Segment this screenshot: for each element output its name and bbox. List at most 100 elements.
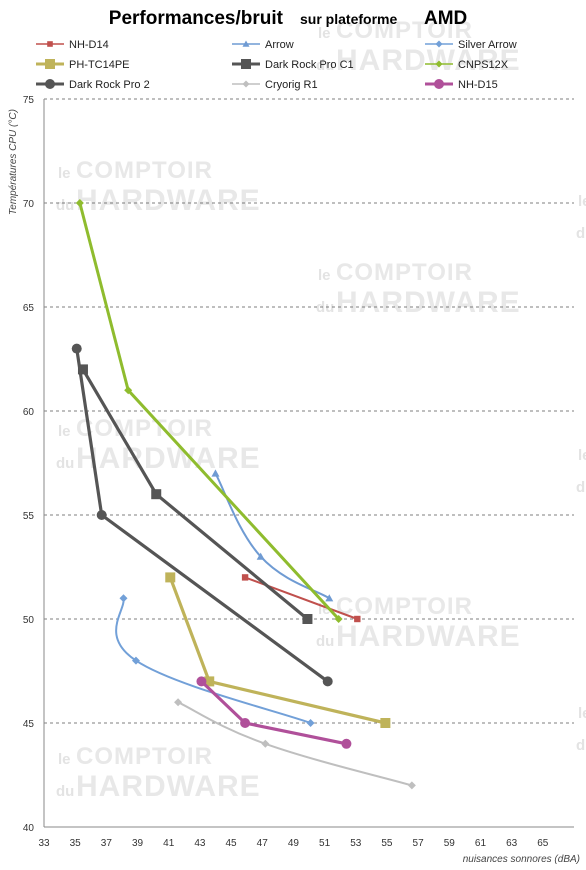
- data-point-ph-tc14pe: [165, 572, 176, 583]
- data-point-ph-tc14pe: [380, 718, 391, 728]
- watermark-du: du: [576, 479, 586, 496]
- series-dark-rock-pro-c1: [77, 364, 313, 624]
- legend-item-dark-rock-pro-c1: Dark Rock Pro C1: [232, 59, 354, 71]
- watermark-hardware: HARDWARE: [336, 620, 521, 653]
- series-line-arrow: [214, 472, 330, 600]
- chart-subtitle-platform: sur plateforme: [300, 11, 397, 27]
- legend-label: Dark Rock Pro 2: [69, 79, 150, 91]
- watermark-du: du: [56, 783, 74, 800]
- y-tick-label: 60: [23, 407, 35, 418]
- watermark-hardware: HARDWARE: [336, 44, 521, 77]
- watermark-le: le: [578, 447, 586, 464]
- y-tick-label: 50: [23, 615, 35, 626]
- legend-swatch-marker: [45, 59, 55, 69]
- legend-item-nh-d15: NH-D15: [425, 79, 498, 91]
- data-point-cryorig-r1: [174, 698, 183, 707]
- watermark-le: le: [58, 751, 71, 768]
- watermark-comptoir: COMPTOIR: [76, 415, 213, 442]
- series-line-dark-rock-pro-c1: [81, 368, 309, 621]
- data-point-dark-rock-pro-c1: [77, 364, 88, 375]
- data-point-ph-tc14pe: [204, 676, 215, 687]
- watermark-comptoir: COMPTOIR: [336, 259, 473, 286]
- watermark-comptoir: COMPTOIR: [76, 157, 213, 184]
- legend-item-dark-rock-pro-2: Dark Rock Pro 2: [36, 79, 150, 91]
- watermark-hardware: HARDWARE: [76, 184, 261, 217]
- data-point-dark-rock-pro-2: [96, 510, 107, 520]
- legend-label: Dark Rock Pro C1: [265, 59, 354, 71]
- data-point-dark-rock-pro-c1: [302, 614, 313, 624]
- series-layer: [71, 199, 416, 790]
- x-tick-label: 57: [413, 838, 425, 849]
- legend-item-cnps12x: CNPS12X: [425, 59, 509, 71]
- watermark-du: du: [576, 225, 586, 242]
- watermark-hardware: HARDWARE: [76, 770, 261, 803]
- y-tick-label: 55: [23, 511, 35, 522]
- x-tick-label: 59: [444, 838, 456, 849]
- series-nh-d15: [196, 676, 352, 749]
- watermark-le: le: [578, 705, 586, 722]
- legend-item-ph-tc14pe: PH-TC14PE: [36, 59, 130, 71]
- series-arrow: [211, 469, 334, 602]
- series-ph-tc14pe: [165, 572, 391, 728]
- series-dark-rock-pro-2: [71, 343, 333, 687]
- x-tick-label: 39: [132, 838, 144, 849]
- chart-title: Performances/bruit: [109, 8, 284, 29]
- legend-swatch-marker: [242, 40, 250, 47]
- data-point-cryorig-r1: [261, 739, 270, 748]
- legend-swatch-marker: [241, 59, 251, 69]
- axes: 40 45 50 55 60 65 70 75 33 35 37 39 41 43 45 47 49 51 53 55…: [23, 95, 574, 849]
- series-cnps12x: [75, 199, 343, 623]
- x-tick-label: 41: [163, 838, 175, 849]
- legend-item-cryorig-r1: Cryorig R1: [232, 79, 318, 91]
- legend-label: PH-TC14PE: [69, 59, 130, 71]
- legend-item-arrow: Arrow: [232, 39, 294, 51]
- data-point-nh-d15: [240, 718, 251, 728]
- legend: NH-D14 Arrow Silver Arrow PH-TC14PE Dark Roc…: [36, 39, 517, 91]
- series-line-nh-d15: [200, 680, 347, 746]
- data-point-arrow: [325, 594, 334, 602]
- x-tick-label: 65: [537, 838, 549, 849]
- data-point-cnps12x: [124, 386, 133, 395]
- data-point-nh-d14: [354, 615, 361, 623]
- x-tick-label: 63: [506, 838, 518, 849]
- y-tick-label: 45: [23, 719, 35, 730]
- watermark-comptoir: COMPTOIR: [76, 743, 213, 770]
- data-point-silver-arrow: [119, 594, 128, 603]
- data-point-silver-arrow: [131, 656, 140, 665]
- x-tick-label: 47: [257, 838, 269, 849]
- legend-label: Arrow: [265, 39, 294, 51]
- x-tick-label: 33: [38, 838, 50, 849]
- watermark-du: du: [316, 633, 334, 650]
- watermark-du: du: [316, 299, 334, 316]
- data-point-nh-d15: [196, 676, 207, 687]
- legend-label: NH-D14: [69, 39, 109, 51]
- x-tick-label: 51: [319, 838, 331, 849]
- data-point-arrow: [211, 469, 220, 477]
- legend-swatch-marker: [242, 80, 250, 88]
- x-tick-label: 61: [475, 838, 487, 849]
- y-axis-label: Températures CPU (°C): [8, 109, 19, 215]
- y-tick-label: 65: [23, 303, 35, 314]
- legend-swatch-marker: [435, 40, 443, 48]
- data-point-cnps12x: [75, 199, 84, 207]
- watermark-comptoir: COMPTOIR: [336, 593, 473, 620]
- data-point-dark-rock-pro-2: [71, 343, 82, 354]
- watermark-comptoir: COMPTOIR: [336, 17, 473, 44]
- legend-swatch-marker: [435, 60, 443, 68]
- watermark-hardware: HARDWARE: [76, 442, 261, 475]
- legend-label: NH-D15: [458, 79, 498, 91]
- series-silver-arrow: [115, 594, 315, 727]
- data-point-dark-rock-pro-c1: [151, 489, 162, 500]
- legend-label: Cryorig R1: [265, 79, 318, 91]
- data-point-cryorig-r1: [407, 781, 416, 790]
